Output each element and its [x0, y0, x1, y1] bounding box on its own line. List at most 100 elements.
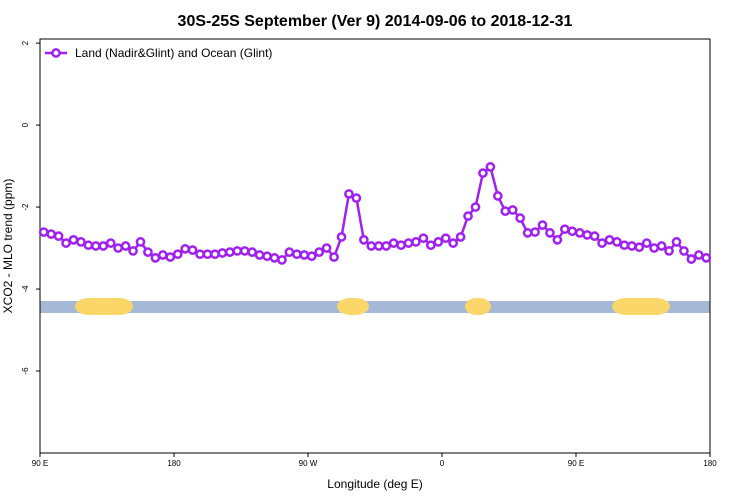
ocean-strip: [40, 301, 710, 313]
land-patch: [465, 298, 491, 315]
data-point: [143, 247, 153, 257]
data-point: [68, 235, 79, 245]
plot-frame: [39, 38, 711, 454]
data-point: [113, 243, 124, 253]
data-point: [425, 240, 436, 251]
data-point: [396, 240, 406, 251]
land-patch: [337, 298, 369, 315]
x-axis-label: Longitude (deg E): [327, 477, 422, 491]
data-point: [172, 249, 183, 260]
data-point: [314, 247, 325, 257]
data-point: [373, 241, 384, 251]
data-point: [157, 250, 168, 260]
data-point: [619, 240, 630, 251]
data-point: [329, 252, 339, 262]
data-point: [492, 191, 503, 201]
data-point: [507, 205, 518, 215]
legend-marker: [51, 48, 61, 58]
data-point: [187, 245, 198, 255]
data-point: [545, 228, 555, 238]
data-point: [537, 220, 548, 230]
data-point: [604, 235, 615, 245]
data-point: [582, 230, 593, 240]
data-point: [247, 247, 258, 257]
data-point: [254, 250, 265, 260]
data-point: [366, 241, 377, 251]
data-point: [693, 250, 704, 260]
data-point: [98, 241, 109, 251]
data-point: [262, 251, 272, 262]
data-point: [38, 227, 49, 237]
data-point: [217, 248, 228, 258]
data-point: [478, 168, 488, 178]
data-point: [559, 224, 570, 235]
data-point: [485, 162, 496, 172]
data-point: [522, 228, 533, 238]
y-axis-label: XCO2 - MLO trend (ppm): [1, 179, 15, 314]
x-tick-label: 0: [440, 459, 445, 468]
data-point: [224, 247, 235, 257]
data-point: [567, 226, 578, 237]
data-point: [105, 238, 116, 248]
land-ocean-strip: [40, 298, 710, 315]
data-point: [358, 235, 369, 245]
data-point: [448, 238, 459, 248]
y-tick-label: -4: [21, 285, 30, 293]
data-point: [76, 237, 86, 247]
land-patch: [75, 298, 133, 315]
data-point: [46, 229, 57, 239]
data-point: [500, 206, 511, 217]
data-point: [552, 235, 563, 245]
data-point: [403, 238, 414, 248]
data-point: [626, 241, 637, 251]
data-point: [664, 246, 674, 256]
data-point: [165, 252, 176, 262]
y-tick-label: 2: [21, 40, 30, 45]
data-point: [344, 189, 354, 199]
data-point: [277, 255, 287, 265]
data-point: [195, 249, 205, 260]
data-point: [634, 242, 645, 253]
data-point: [150, 253, 161, 263]
data-point: [381, 241, 392, 251]
data-point: [515, 213, 526, 223]
x-tick-label: 90 E: [568, 459, 584, 468]
y-tick-label: -6: [21, 367, 30, 375]
data-point: [597, 238, 607, 248]
data-point: [299, 250, 310, 260]
data-point: [530, 227, 540, 237]
x-tick-label: 90 W: [299, 459, 318, 468]
data-point: [83, 240, 94, 251]
data-point: [336, 232, 347, 242]
data-point: [388, 238, 399, 248]
data-point: [269, 253, 280, 263]
y-tick-label: 0: [21, 122, 30, 127]
data-point: [455, 232, 466, 242]
data-point: [232, 246, 243, 256]
data-point: [239, 246, 250, 256]
chart-title: 30S-25S September (Ver 9) 2014-09-06 to …: [178, 13, 573, 30]
data-point: [686, 254, 697, 264]
data-point: [679, 246, 689, 256]
data-point: [649, 243, 660, 253]
data-point: [210, 249, 220, 260]
x-tick-label: 180: [703, 459, 717, 468]
data-point: [671, 237, 682, 247]
data-point: [351, 193, 362, 203]
data-point: [612, 237, 622, 247]
data-point: [120, 241, 131, 251]
data-point: [418, 233, 429, 244]
x-tick-label: 180: [167, 459, 181, 468]
data-point: [180, 244, 191, 254]
x-tick-label: 90 E: [32, 459, 48, 468]
land-patch: [612, 298, 670, 315]
legend-label: Land (Nadir&Glint) and Ocean (Glint): [75, 46, 272, 60]
data-point: [202, 249, 213, 260]
data-point: [589, 231, 600, 242]
data-point: [440, 233, 451, 244]
data-point: [641, 238, 652, 248]
data-point: [433, 237, 444, 247]
y-tick-label: -2: [21, 203, 30, 211]
data-point: [411, 237, 421, 247]
